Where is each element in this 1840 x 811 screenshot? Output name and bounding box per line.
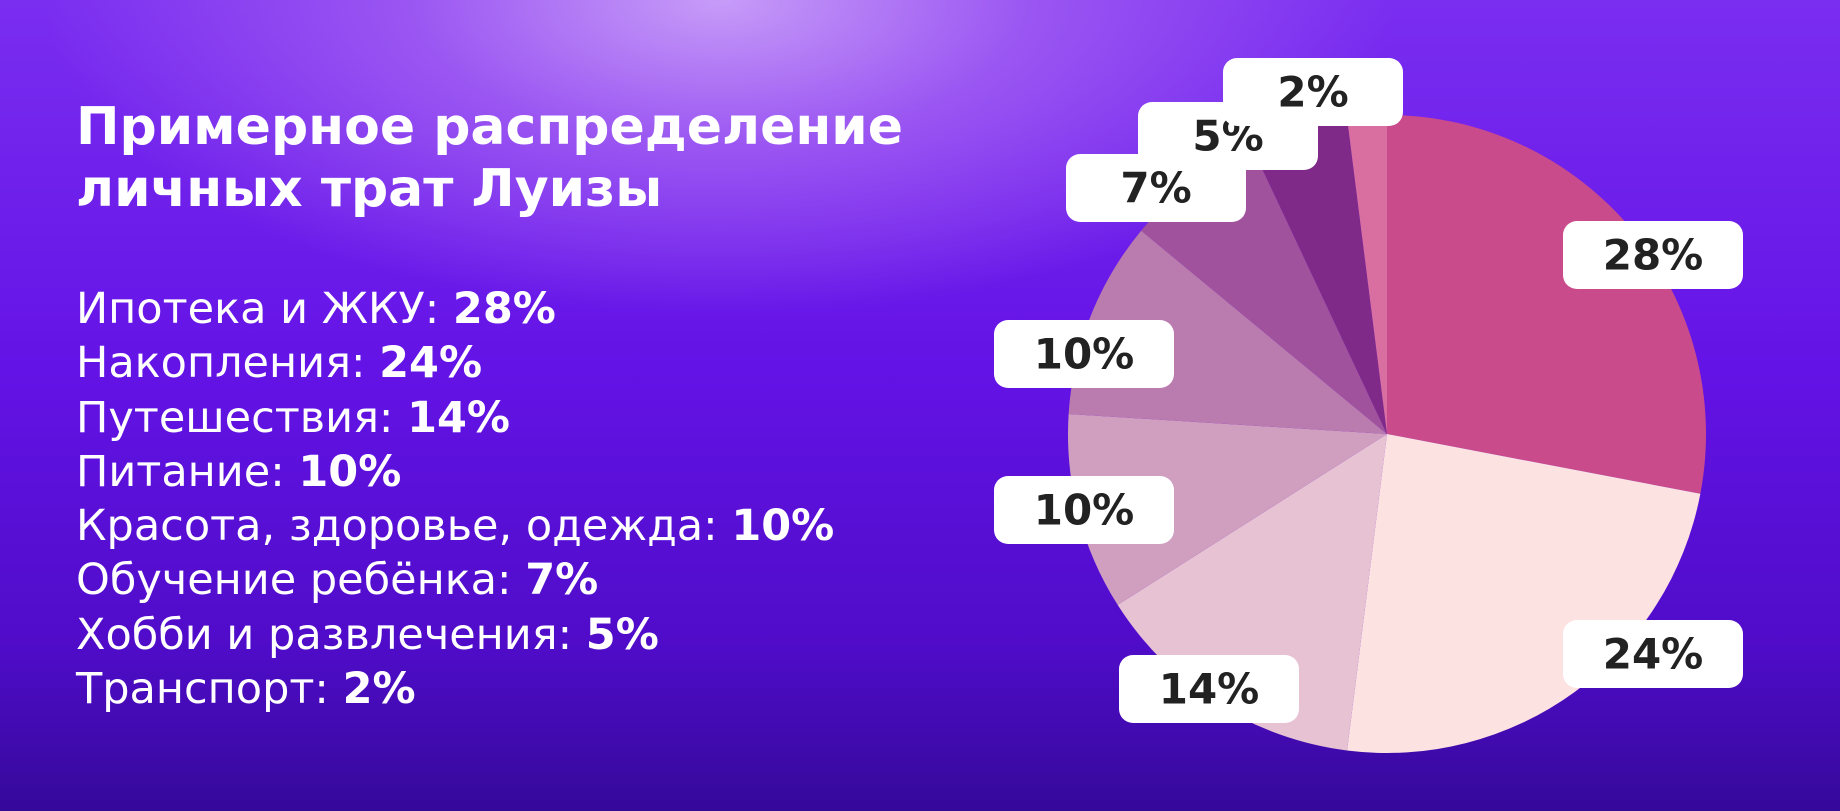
legend-label: Хобби и развлечения:: [76, 609, 573, 660]
legend-label: Транспорт:: [76, 664, 329, 715]
slice-label: 2%: [1277, 68, 1348, 117]
slice-label: 14%: [1159, 665, 1260, 714]
legend-label: Ипотека и ЖКУ:: [76, 284, 440, 334]
slice-label: 24%: [1603, 630, 1704, 679]
pie-label: 28%: [1563, 221, 1743, 289]
legend-row: Питание: 10%: [76, 445, 834, 499]
legend-value: 24%: [379, 338, 483, 389]
slice-label: 7%: [1120, 164, 1191, 213]
chart-title: Примерное распределение личных трат Луиз…: [76, 97, 903, 219]
legend-label: Обучение ребёнка:: [76, 555, 512, 606]
slice-label: 10%: [1034, 486, 1135, 535]
legend-label: Красота, здоровье, одежда:: [76, 501, 718, 552]
legend-value: 10%: [731, 501, 835, 552]
pie-slice: [1251, 117, 1387, 434]
legend-row: Транспорт: 2%: [76, 662, 834, 716]
pie-label: 10%: [994, 476, 1174, 544]
legend-value: 10%: [298, 446, 402, 497]
pie-label: 7%: [1066, 154, 1246, 222]
legend-label: Питание:: [76, 446, 285, 497]
legend-row: Красота, здоровье, одежда: 10%: [76, 499, 834, 553]
pie-slice: [1347, 434, 1701, 753]
label-box: [1119, 655, 1299, 723]
legend-label: Накопления:: [76, 338, 366, 389]
legend-value: 14%: [407, 392, 511, 443]
label-box: [1563, 620, 1743, 688]
legend-row: Путешествия: 14%: [76, 391, 834, 445]
label-box: [1563, 221, 1743, 289]
pie-label: 10%: [994, 320, 1174, 388]
legend-value: 5%: [585, 609, 659, 660]
legend-value: 7%: [525, 555, 599, 606]
pie-slice: [1347, 115, 1387, 434]
label-box: [994, 476, 1174, 544]
legend-row: Хобби и развлечения: 5%: [76, 608, 834, 662]
legend-list: Ипотека и ЖКУ: 28% Накопления: 24% Путешес…: [76, 282, 834, 716]
legend-row: Ипотека и ЖКУ: 28%: [76, 282, 834, 336]
legend-row: Обучение ребёнка: 7%: [76, 553, 834, 607]
pie-label: 2%: [1223, 58, 1403, 126]
pie-label: 14%: [1119, 655, 1299, 723]
slice-label: 28%: [1603, 231, 1704, 280]
pie-slice: [1387, 115, 1706, 494]
legend-value: 2%: [342, 664, 416, 715]
label-box: [1223, 58, 1403, 126]
label-box: [994, 320, 1174, 388]
legend-row: Накопления: 24%: [76, 336, 834, 390]
slice-label: 10%: [1034, 330, 1135, 379]
pie-label: 24%: [1563, 620, 1743, 688]
legend-value: 28%: [452, 284, 556, 334]
label-box: [1066, 154, 1246, 222]
legend-label: Путешествия:: [76, 392, 394, 443]
pie-slice: [1068, 413, 1387, 605]
